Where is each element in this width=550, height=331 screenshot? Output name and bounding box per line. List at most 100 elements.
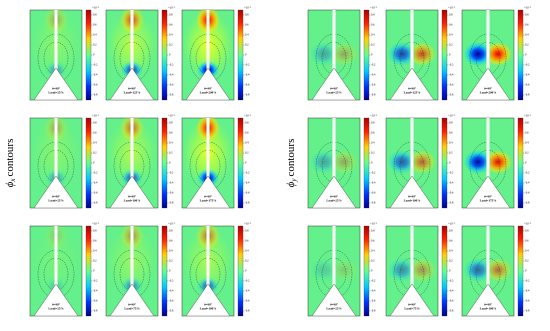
notch xyxy=(311,283,357,316)
field xyxy=(310,226,358,316)
notch xyxy=(311,175,357,208)
colorbar-tick-label: 0.2 xyxy=(525,152,529,155)
panel-angle: θ=90° xyxy=(330,87,339,91)
crack-slit xyxy=(206,118,210,178)
field xyxy=(310,10,358,100)
colorbar-tick-label: -0.6 xyxy=(525,192,530,195)
colorbar xyxy=(237,117,244,209)
colorbar-tick-label: -0.4 xyxy=(525,290,530,293)
colorbar-unit: ×10⁻³ xyxy=(524,222,531,226)
colorbar-tick-label: 0.6 xyxy=(371,132,375,135)
contour-panel: θ=90°Load=25% ×10⁻³ 0.8 0.6 0.4 0.2 0 -0.2 -0.4 -… xyxy=(29,6,99,101)
crack-slit xyxy=(54,10,58,70)
crack-slit xyxy=(130,226,134,286)
panel-load: Load=100% xyxy=(480,307,497,311)
contour-panel: θ=90°Load=125% ×10⁻³ 0.8 0.6 0.4 0.2 0 -0.2 -0.4… xyxy=(385,6,455,101)
colorbar-tick-label: -0.6 xyxy=(169,84,174,87)
label-subscript: y xyxy=(290,178,298,183)
colorbar-tick-label: 0.8 xyxy=(449,230,453,233)
colorbar-tick-label: 0.2 xyxy=(371,152,375,155)
crack-slit xyxy=(410,118,414,178)
field-peak xyxy=(408,150,436,174)
field-peak xyxy=(484,150,512,174)
colorbar-tick-label: 0.6 xyxy=(525,24,529,27)
colorbar-tick-label: 0.4 xyxy=(245,250,249,253)
colorbar-tick-label: -0.6 xyxy=(93,192,98,195)
colorbar-tick-label: 0.6 xyxy=(169,132,173,135)
colorbar xyxy=(237,9,244,101)
panel-angle: θ=90° xyxy=(204,87,213,91)
colorbar-tick-label: -0.2 xyxy=(449,172,454,175)
colorbar-tick-label: -0.8 xyxy=(169,94,174,97)
crack-slit xyxy=(486,118,490,178)
notch xyxy=(389,283,435,316)
field xyxy=(182,118,234,208)
colorbar-tick-label: 0.8 xyxy=(169,230,173,233)
colorbar xyxy=(363,9,370,101)
crack-slit xyxy=(332,226,336,286)
colorbar-tick-label: 0.6 xyxy=(525,240,529,243)
contour-panel: θ=90°Load=25% ×10⁻³ 0.8 0.6 0.4 0.2 0 -0.2 -0.4 -… xyxy=(307,114,377,209)
colorbar-tick-label: 0 xyxy=(245,54,247,57)
colorbar-tick-label: 0 xyxy=(169,270,171,273)
panel-load: Load=175% xyxy=(480,199,497,203)
colorbar-tick-label: 0.2 xyxy=(245,260,249,263)
colorbar-tick-label: 0 xyxy=(525,162,527,165)
colorbar-tick-label: -0.6 xyxy=(169,300,174,303)
colorbar-tick-label: -0.6 xyxy=(169,192,174,195)
crack-slit xyxy=(332,118,336,178)
crack-slit xyxy=(130,10,134,70)
field xyxy=(182,226,234,316)
colorbar-tick-label: 0.6 xyxy=(245,240,249,243)
colorbar-tick-label: -0.8 xyxy=(525,94,530,97)
crack-slit xyxy=(54,118,58,178)
colorbar-tick-label: 0.8 xyxy=(371,230,375,233)
colorbar-tick-label: -0.4 xyxy=(525,182,530,185)
colorbar-unit: ×10⁻³ xyxy=(244,6,251,10)
colorbar-unit: ×10⁻³ xyxy=(370,222,377,226)
colorbar xyxy=(85,117,92,209)
colorbar-tick-label: -0.6 xyxy=(371,300,376,303)
colorbar-tick-label: 0 xyxy=(449,54,451,57)
contour-panel: θ=90°Load=175% ×10⁻³ 0.8 0.6 0.4 0.2 0 -0.2 -0.4… xyxy=(181,114,251,209)
notch xyxy=(185,283,231,316)
field-low xyxy=(388,150,416,174)
colorbar-tick-label: 0.6 xyxy=(169,24,173,27)
contour-panel: θ=90°Load=100% ×10⁻³ 0.8 0.6 0.4 0.2 0 -0.2 -0.4… xyxy=(385,114,455,209)
crack-slit xyxy=(206,10,210,70)
colorbar-tick-label: -0.2 xyxy=(371,64,376,67)
colorbar-tick-label: 0.4 xyxy=(449,250,453,253)
field-low xyxy=(388,258,416,282)
field-peak xyxy=(330,42,358,66)
panel-load: Load=175% xyxy=(200,199,217,203)
colorbar-tick-label: -0.2 xyxy=(169,280,174,283)
colorbar-tick-label: 0 xyxy=(245,270,247,273)
colorbar xyxy=(161,225,168,317)
panel-angle: θ=90° xyxy=(128,303,137,307)
contour-panel: θ=90°Load=200% ×10⁻³ 0.8 0.6 0.4 0.2 0 -0.2 -0.4… xyxy=(181,6,251,101)
notch xyxy=(389,175,435,208)
colorbar-tick-label: -0.6 xyxy=(93,300,98,303)
field-peak xyxy=(330,258,358,282)
field xyxy=(310,118,358,208)
colorbar-tick-label: 0.6 xyxy=(371,24,375,27)
colorbar-tick-label: -0.6 xyxy=(525,84,530,87)
contour-panel: θ=90°Load=200% ×10⁻³ 0.8 0.6 0.4 0.2 0 -0.2 -0.4… xyxy=(461,6,531,101)
colorbar-tick-label: 0.6 xyxy=(93,240,97,243)
field xyxy=(182,10,234,100)
colorbar-tick-label: -0.2 xyxy=(169,172,174,175)
colorbar-tick-label: -0.2 xyxy=(245,64,250,67)
notch xyxy=(33,67,79,100)
colorbar-unit: ×10⁻³ xyxy=(92,114,99,118)
colorbar-unit: ×10⁻³ xyxy=(448,6,455,10)
field-low xyxy=(464,258,492,282)
contour-panel: θ=90°Load=125% ×10⁻³ 0.8 0.6 0.4 0.2 0 -0.2 -0.4… xyxy=(105,6,175,101)
panel-load: Load=200% xyxy=(480,91,497,95)
colorbar-unit: ×10⁻³ xyxy=(448,222,455,226)
colorbar-tick-label: 0 xyxy=(371,54,373,57)
colorbar-tick-label: 0.6 xyxy=(449,24,453,27)
panel-angle: θ=90° xyxy=(408,87,417,91)
notch xyxy=(185,67,231,100)
colorbar-tick-label: 0 xyxy=(525,54,527,57)
colorbar-tick-label: 0.8 xyxy=(525,122,529,125)
